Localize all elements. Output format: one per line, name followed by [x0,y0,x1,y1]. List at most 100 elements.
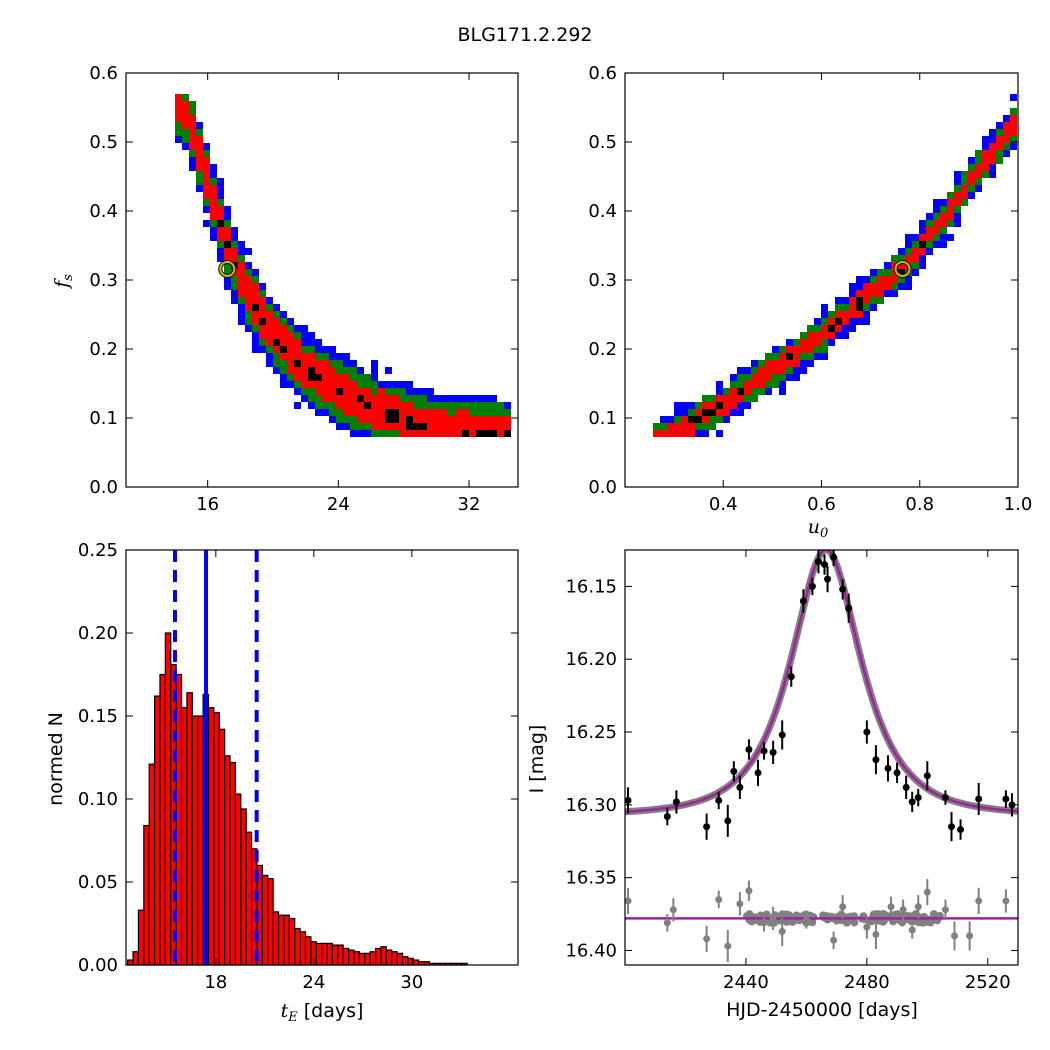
density-cell [905,283,912,290]
histogram-bar [364,952,371,966]
density-cell [448,395,455,402]
residual-point [760,919,768,927]
y-tick-label: 0.2 [588,339,617,360]
histogram-bar [348,949,355,966]
histogram-bar [331,944,339,966]
density-cell [420,388,427,395]
density-cell [406,381,413,388]
density-cell [196,157,203,164]
density-cell [469,423,476,430]
density-cell [476,402,483,409]
density-cell [406,402,413,409]
density-cell [413,395,420,402]
density-cell [455,430,462,437]
density-cell [385,430,392,437]
density-cell [681,402,688,409]
density-cell [996,129,1003,136]
density-cell [392,416,399,423]
density-cell [716,402,723,409]
density-cell [266,360,273,367]
density-cell [765,367,772,374]
density-cell [807,332,814,339]
density-cell [504,409,511,416]
density-cell [189,143,196,150]
density-cell [695,423,702,430]
data-point [769,748,777,756]
density-cell [716,430,723,437]
density-cell [884,276,891,283]
density-cell [653,423,660,430]
density-cell [786,339,793,346]
density-cell [273,367,280,374]
density-cell [842,304,849,311]
density-cell [737,402,744,409]
density-cell [252,283,259,290]
density-cell [385,416,392,423]
density-cell [252,332,259,339]
density-cell [688,423,695,430]
density-cell [989,150,996,157]
density-cell [779,360,786,367]
density-cell [301,374,308,381]
density-cell [385,367,392,374]
density-cell [954,185,961,192]
density-cell [182,122,189,129]
axes-frame [624,72,1019,488]
density-cell [252,339,259,346]
density-cell [709,395,716,402]
density-cell [504,416,511,423]
density-cell [231,297,238,304]
density-cell [231,248,238,255]
density-cell [259,318,266,325]
density-cell [849,283,856,290]
density-cell [329,395,336,402]
density-cell [772,367,779,374]
density-cell [667,430,674,437]
density-cell [695,402,702,409]
density-cell [224,262,231,269]
density-cell [434,409,441,416]
density-cell [399,388,406,395]
density-cell [266,304,273,311]
density-cell [259,297,266,304]
density-cells [653,94,1017,437]
density-cell [329,360,336,367]
density-cell [322,381,329,388]
density-cell [968,171,975,178]
density-cell [287,374,294,381]
density-cell [308,346,315,353]
density-cell [392,381,399,388]
density-cell [940,234,947,241]
density-cell [674,430,681,437]
data-point [715,796,723,804]
density-cell [280,360,287,367]
density-cell [266,346,273,353]
density-cell [308,360,315,367]
density-cell [667,416,674,423]
density-cell [455,409,462,416]
density-cell [245,276,252,283]
density-cell [448,423,455,430]
density-cell [420,423,427,430]
density-cell [751,374,758,381]
histogram-bar [159,673,166,966]
density-cell [364,416,371,423]
density-cell [406,416,413,423]
density-cell [758,360,765,367]
density-cell [364,374,371,381]
data-point [778,731,786,739]
density-cell [217,185,224,192]
density-cell [175,94,182,101]
density-cell [175,129,182,136]
density-cell [674,416,681,423]
histogram-bar [245,831,253,966]
data-point [808,582,816,590]
density-cell [231,290,238,297]
density-cell [870,297,877,304]
p4-xlabel: HJD-2450000 [days] [726,999,918,1021]
density-cell [273,325,280,332]
density-cell [674,423,681,430]
data-point [824,575,832,583]
density-cell [856,283,863,290]
density-cell [919,227,926,234]
